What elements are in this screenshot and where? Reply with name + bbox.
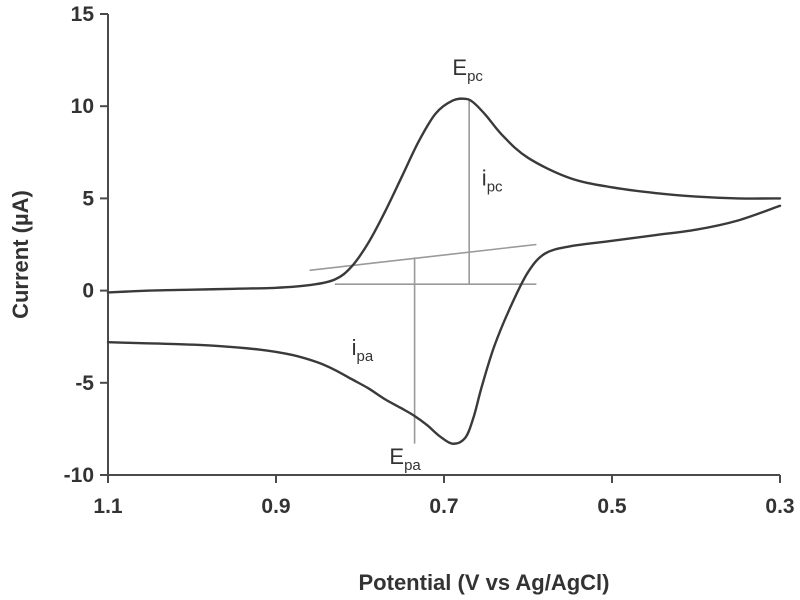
reduction-sweep-line xyxy=(106,204,782,445)
oxidation-sweep-line xyxy=(106,97,782,294)
y-tick-label: -5 xyxy=(75,372,94,395)
peak-annotation: ipa xyxy=(352,335,374,365)
x-tick-label: 0.7 xyxy=(429,495,458,518)
curves xyxy=(106,97,782,445)
y-tick-label: -10 xyxy=(64,464,94,487)
x-axis-title: Potential (V vs Ag/AgCl) xyxy=(359,570,610,595)
guide-line xyxy=(309,243,537,272)
axes: -10 -5 0 5 10 15 1.1 0.9 0.7 0.5 0.3 xyxy=(64,3,795,518)
annotations: Epc ipc ipa Epa xyxy=(352,55,503,474)
y-tick-label: 5 xyxy=(82,187,94,210)
x-tick-label: 0.3 xyxy=(765,495,794,518)
y-tick-label: 15 xyxy=(71,3,95,26)
peak-annotation: Epc xyxy=(452,55,483,85)
peak-annotation: ipc xyxy=(482,165,503,195)
guides xyxy=(309,98,537,444)
x-tick-label: 1.1 xyxy=(93,495,123,518)
y-axis-title: Current (µA) xyxy=(8,190,33,319)
peak-annotation: Epa xyxy=(389,444,421,474)
x-tick-label: 0.5 xyxy=(597,495,627,518)
x-tick-label: 0.9 xyxy=(261,495,290,518)
y-tick-label: 0 xyxy=(82,280,94,303)
y-tick-label: 10 xyxy=(71,95,94,118)
